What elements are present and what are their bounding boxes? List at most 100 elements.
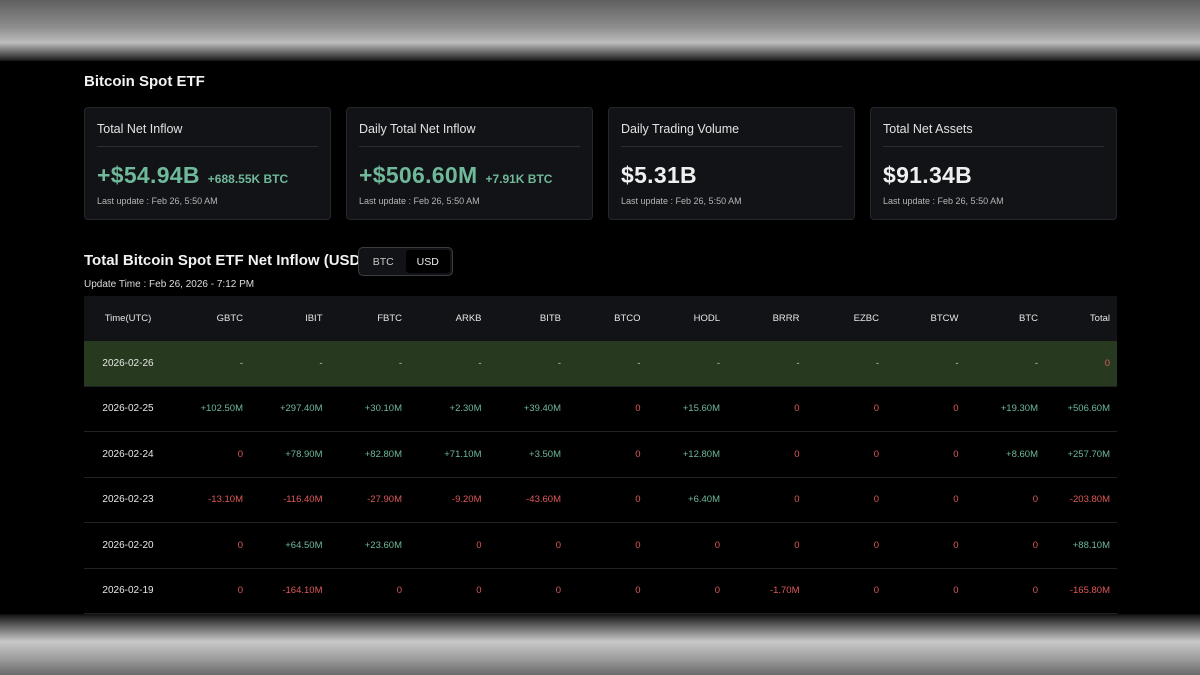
net-inflow-table: Time(UTC) GBTC IBIT FBTC ARKB BITB BTCO HODL BRR…	[84, 296, 1117, 614]
row-cell: +102.50M	[200, 403, 243, 415]
row-cell: +297.40M	[279, 403, 323, 415]
page-title: Bitcoin Spot ETF	[84, 73, 205, 90]
row-cell: +64.50M	[285, 539, 323, 551]
card-divider	[359, 146, 580, 147]
column-header: BITB	[539, 313, 561, 324]
row-cell: 0	[237, 539, 243, 551]
column-header: FBTC	[377, 313, 402, 324]
row-cell: 0	[1032, 494, 1038, 506]
column-header: HODL	[693, 313, 720, 324]
card-daily-total-net-inflow: Daily Total Net Inflow +$506.60M +7.91K …	[346, 107, 593, 220]
row-cell: +2.30M	[449, 403, 482, 415]
row-cell: +23.60M	[364, 539, 402, 551]
row-cell: 0	[953, 448, 959, 460]
main-content: Bitcoin Spot ETF Total Net Inflow +$54.9…	[0, 61, 1200, 614]
row-cell: 0	[476, 539, 482, 551]
column-header: GBTC	[216, 313, 243, 324]
row-date: 2026-02-20	[102, 539, 154, 551]
card-label: Total Net Assets	[883, 122, 973, 136]
row-cell: -	[875, 357, 879, 369]
row-date: 2026-02-23	[102, 494, 154, 506]
column-header: Time(UTC)	[104, 313, 152, 324]
row-cell: -164.10M	[282, 585, 323, 597]
bottom-blur-band	[0, 614, 1200, 675]
row-cell: 0	[476, 585, 482, 597]
row-cell: +8.60M	[1006, 448, 1038, 460]
table-body: 2026-02-26 - - - - - - - - - - - 0 2026-02-25 +102.50M…	[84, 341, 1117, 614]
toggle-usd-button[interactable]: USD	[405, 250, 450, 273]
row-cell: +39.40M	[523, 403, 561, 415]
card-last-update: Last update : Feb 26, 5:50 AM	[883, 196, 1004, 206]
row-cell: -	[796, 357, 800, 369]
row-total: +257.70M	[1067, 448, 1110, 460]
row-cell: -	[637, 357, 641, 369]
card-sub-value: +688.55K BTC	[207, 172, 289, 186]
row-cell: +30.10M	[364, 403, 402, 415]
row-cell: -1.70M	[769, 585, 800, 597]
card-divider	[883, 146, 1104, 147]
card-total-net-inflow: Total Net Inflow +$54.94B +688.55K BTC L…	[84, 107, 331, 220]
row-cell: 0	[635, 539, 641, 551]
card-total-net-assets: Total Net Assets $91.34B Last update : F…	[870, 107, 1117, 220]
row-total: -165.80M	[1069, 585, 1110, 597]
table-row: 2026-02-26 - - - - - - - - - - - 0	[84, 341, 1117, 387]
row-cell: 0	[714, 585, 720, 597]
row-cell: +19.30M	[1000, 403, 1038, 415]
top-blur-band	[0, 0, 1200, 61]
row-cell: -43.60M	[526, 494, 561, 506]
row-date: 2026-02-19	[102, 585, 154, 597]
column-header: Total	[1089, 313, 1110, 324]
toggle-btc-button[interactable]: BTC	[372, 255, 394, 268]
row-cell: -	[955, 357, 959, 369]
row-cell: -	[478, 357, 482, 369]
row-cell: 0	[873, 494, 879, 506]
row-date: 2026-02-25	[102, 403, 154, 415]
row-cell: 0	[396, 585, 402, 597]
row-cell: +3.50M	[529, 448, 561, 460]
card-last-update: Last update : Feb 26, 5:50 AM	[97, 196, 218, 206]
column-header: BTC	[1019, 313, 1038, 324]
row-cell: 0	[555, 539, 561, 551]
card-value: +$54.94B	[97, 162, 200, 188]
row-date: 2026-02-24	[102, 448, 154, 460]
row-cell: 0	[237, 448, 243, 460]
row-cell: +6.40M	[688, 494, 720, 506]
row-cell: 0	[873, 585, 879, 597]
card-value: $5.31B	[621, 162, 697, 188]
row-cell: 0	[635, 585, 641, 597]
row-cell: 0	[953, 494, 959, 506]
row-cell: -	[716, 357, 720, 369]
row-total: -203.80M	[1069, 494, 1110, 506]
table-row: 2026-02-24 0 +78.90M +82.80M +71.10M +3.50M 0 +…	[84, 432, 1117, 478]
card-daily-trading-volume: Daily Trading Volume $5.31B Last update …	[608, 107, 855, 220]
row-total: 0	[1104, 357, 1110, 369]
row-cell: -9.20M	[451, 494, 482, 506]
row-cell: -	[319, 357, 323, 369]
summary-cards: Total Net Inflow +$54.94B +688.55K BTC L…	[84, 107, 1117, 220]
column-header: EZBC	[853, 313, 879, 324]
row-cell: 0	[1032, 585, 1038, 597]
card-label: Daily Trading Volume	[621, 122, 740, 136]
row-cell: -27.90M	[367, 494, 402, 506]
row-cell: 0	[794, 448, 800, 460]
row-cell: 0	[794, 539, 800, 551]
card-value-row: +$54.94B +688.55K BTC	[97, 162, 288, 189]
column-header: IBIT	[305, 313, 323, 324]
card-last-update: Last update : Feb 26, 5:50 AM	[359, 196, 480, 206]
row-cell: 0	[953, 403, 959, 415]
row-cell: +71.10M	[444, 448, 482, 460]
row-cell: 0	[873, 448, 879, 460]
row-total: +506.60M	[1067, 403, 1110, 415]
card-value-row: +$506.60M +7.91K BTC	[359, 162, 552, 189]
row-cell: -	[1034, 357, 1038, 369]
row-cell: 0	[873, 403, 879, 415]
card-value-row: $91.34B	[883, 162, 972, 189]
card-divider	[621, 146, 842, 147]
column-header: ARKB	[455, 313, 482, 324]
card-value: +$506.60M	[359, 162, 478, 188]
row-cell: -	[239, 357, 243, 369]
row-cell: 0	[953, 539, 959, 551]
card-label: Total Net Inflow	[97, 122, 183, 136]
row-cell: +12.80M	[682, 448, 720, 460]
row-cell: 0	[794, 403, 800, 415]
